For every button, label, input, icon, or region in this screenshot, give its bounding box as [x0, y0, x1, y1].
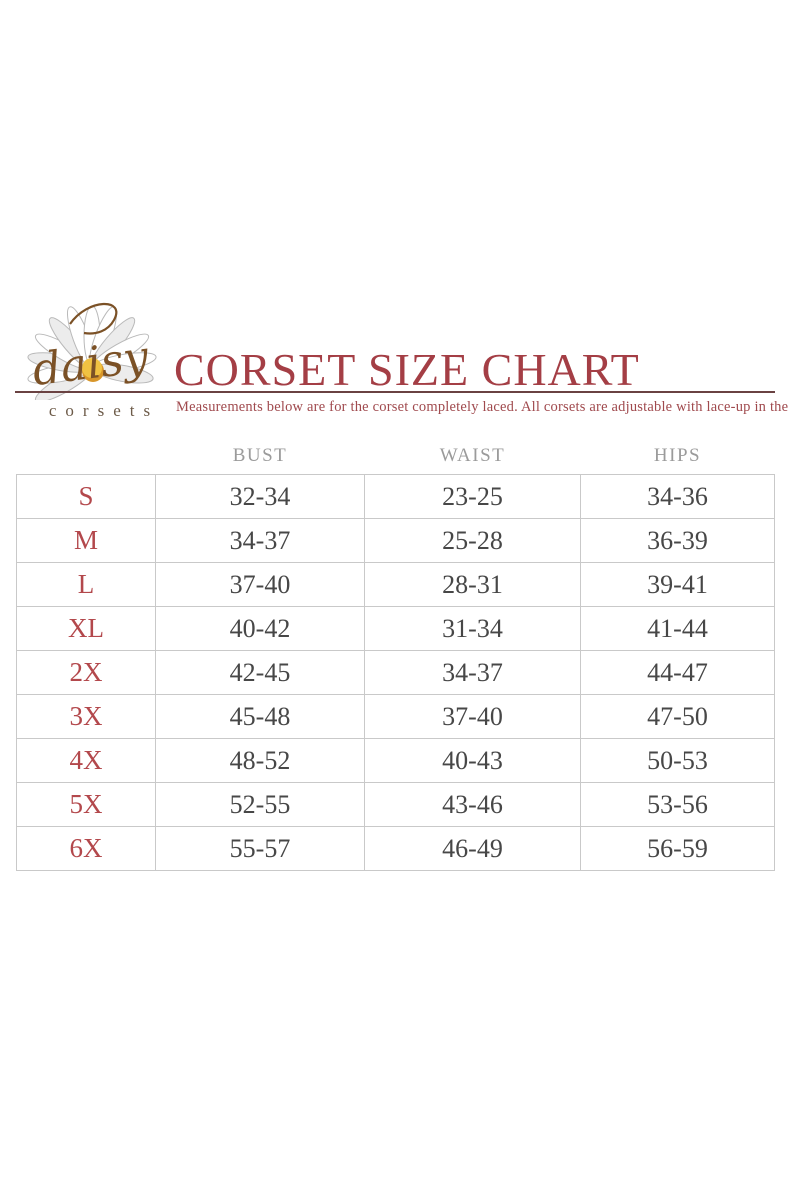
waist-value: 37-40: [364, 694, 581, 739]
table-row: M 34-37 25-28 36-39: [16, 518, 775, 563]
bust-value: 32-34: [155, 474, 365, 519]
daisy-flower-icon: daisy: [27, 302, 157, 400]
waist-value: 23-25: [364, 474, 581, 519]
hips-value: 39-41: [580, 562, 775, 607]
table-row: 6X 55-57 46-49 56-59: [16, 826, 775, 871]
waist-value: 40-43: [364, 738, 581, 783]
size-chart-table: BUST WAIST HIPS S 32-34 23-25 34-36 M 34…: [16, 437, 775, 871]
waist-value: 25-28: [364, 518, 581, 563]
table-row: 2X 42-45 34-37 44-47: [16, 650, 775, 695]
page-title: CORSET SIZE CHART: [174, 344, 640, 395]
hips-value: 41-44: [580, 606, 775, 651]
size-label: 5X: [16, 782, 156, 827]
column-header-waist: WAIST: [439, 444, 506, 466]
size-label: 3X: [16, 694, 156, 739]
bust-value: 52-55: [155, 782, 365, 827]
hips-value: 47-50: [580, 694, 775, 739]
size-label: 2X: [16, 650, 156, 695]
size-label: 4X: [16, 738, 156, 783]
table-row: 5X 52-55 43-46 53-56: [16, 782, 775, 827]
waist-value: 34-37: [364, 650, 581, 695]
header-divider: [15, 391, 775, 393]
corsets-wordmark: corsets: [48, 401, 160, 420]
size-label: L: [16, 562, 156, 607]
bust-value: 42-45: [155, 650, 365, 695]
table-row: S 32-34 23-25 34-36: [16, 474, 775, 519]
table-row: 3X 45-48 37-40 47-50: [16, 694, 775, 739]
table-row: XL 40-42 31-34 41-44: [16, 606, 775, 651]
script-swash: [69, 302, 118, 335]
subtitle: Measurements below are for the corset co…: [176, 399, 792, 415]
hips-value: 44-47: [580, 650, 775, 695]
column-header-size: [17, 437, 156, 475]
size-label: 6X: [16, 826, 156, 871]
waist-value: 43-46: [364, 782, 581, 827]
bust-value: 48-52: [155, 738, 365, 783]
hips-value: 34-36: [580, 474, 775, 519]
hips-value: 53-56: [580, 782, 775, 827]
size-label: M: [16, 518, 156, 563]
waist-value: 31-34: [364, 606, 581, 651]
waist-value: 28-31: [364, 562, 581, 607]
daisy-center: [82, 358, 102, 378]
waist-value: 46-49: [364, 826, 581, 871]
hips-value: 50-53: [580, 738, 775, 783]
bust-value: 55-57: [155, 826, 365, 871]
size-label: S: [16, 474, 156, 519]
hips-value: 56-59: [580, 826, 775, 871]
column-header-hips: HIPS: [653, 444, 702, 466]
hips-value: 36-39: [580, 518, 775, 563]
bust-value: 45-48: [155, 694, 365, 739]
table-row: L 37-40 28-31 39-41: [16, 562, 775, 607]
column-header-bust: BUST: [232, 444, 288, 466]
header-row: BUST WAIST HIPS: [17, 437, 775, 475]
bust-value: 34-37: [155, 518, 365, 563]
bust-value: 37-40: [155, 562, 365, 607]
table-row: 4X 48-52 40-43 50-53: [16, 738, 775, 783]
size-label: XL: [16, 606, 156, 651]
bust-value: 40-42: [155, 606, 365, 651]
